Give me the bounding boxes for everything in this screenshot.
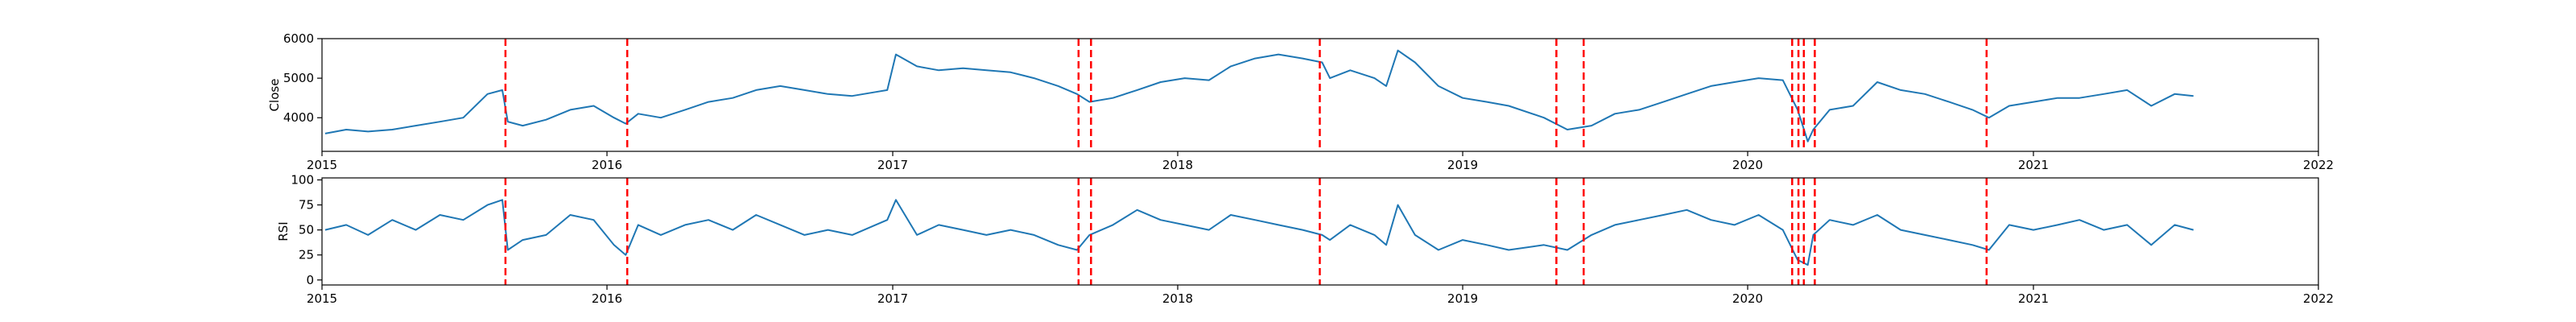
x-tick-label: 2022 (2303, 291, 2334, 306)
close-price-panel: 2015 2016 2017 2018 2019 2020 2021 2022 4000 5000… (267, 31, 2334, 172)
x-tick-label: 2021 (2018, 158, 2049, 172)
x-tick-label: 2015 (307, 291, 337, 306)
x-tick-label: 2018 (1162, 291, 1193, 306)
x-tick-label: 2015 (307, 158, 337, 172)
x-tick-label: 2020 (1732, 158, 1763, 172)
y-tick-label: 25 (299, 248, 314, 262)
y-tick-label: 4000 (283, 110, 314, 125)
x-tick-label: 2017 (877, 158, 908, 172)
x-tick-label: 2021 (2018, 291, 2049, 306)
series-line-0 (324, 199, 2194, 266)
series-line-0 (324, 49, 2194, 142)
x-tick-label: 2019 (1447, 158, 1478, 172)
close-axis-label: Close (267, 79, 282, 112)
y-tick-label: 5000 (283, 71, 314, 85)
y-tick-label: 50 (299, 223, 314, 237)
x-tick-label: 2020 (1732, 291, 1763, 306)
y-tick-label: 0 (306, 273, 314, 287)
x-tick-label: 2016 (592, 158, 622, 172)
plot-frame (321, 38, 2319, 152)
rsi-panel: 2015 2016 2017 2018 2019 2020 2021 2022 0 25 50 75 1… (276, 172, 2334, 306)
plot-frame (321, 177, 2319, 286)
x-tick-label: 2019 (1447, 291, 1478, 306)
x-tick-label: 2017 (877, 291, 908, 306)
y-tick-label: 75 (299, 198, 314, 213)
y-tick-label: 100 (291, 172, 314, 187)
x-tick-label: 2018 (1162, 158, 1193, 172)
rsi-axis-label: RSI (276, 221, 291, 241)
x-tick-label: 2016 (592, 291, 622, 306)
y-tick-label: 6000 (283, 31, 314, 46)
x-tick-label: 2022 (2303, 158, 2334, 172)
